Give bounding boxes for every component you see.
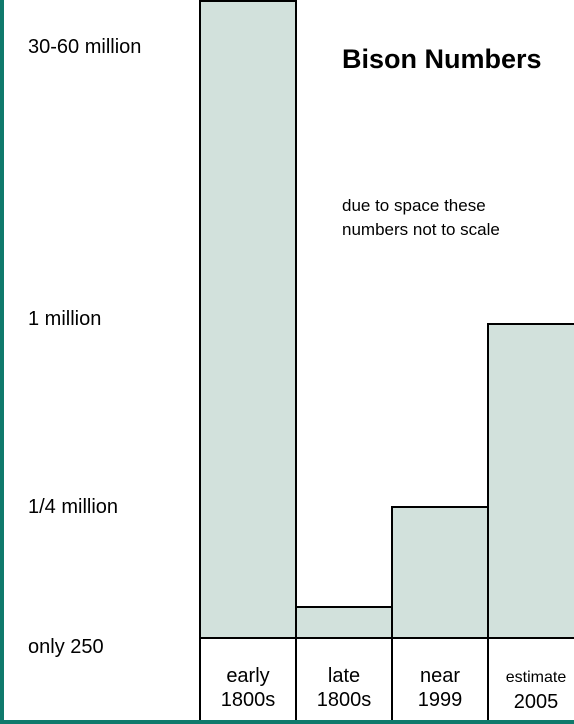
x-label-line1: early [226, 665, 270, 687]
y-tick-label-quarter-million: 1/4 million [28, 496, 119, 518]
x-label-line1: estimate [505, 669, 567, 686]
y-tick-label-million: 1 million [28, 308, 102, 330]
x-label-early-1800s: early 1800s [200, 664, 296, 712]
x-label-line2: 1999 [417, 689, 463, 711]
x-label-line1: near [419, 665, 461, 687]
y-tick-label-bottom: only 250 [28, 636, 104, 658]
bar-early-1800s [200, 0, 296, 638]
x-label-line1: late [327, 665, 361, 687]
x-label-line2: 1800s [316, 689, 372, 711]
bar-estimate-2005 [488, 323, 574, 638]
bar-near-1999 [392, 506, 488, 638]
x-label-line2: 1800s [220, 689, 276, 711]
y-tick-label-top: 30-60 million [28, 36, 142, 58]
chart-title: Bison Numbers [342, 44, 542, 74]
chart-annotation: due to space these numbers not to scale [342, 196, 500, 239]
x-label-near-1999: near 1999 [392, 664, 488, 712]
bar-chart [199, 0, 574, 720]
x-label-estimate-2005: estimate 2005 [488, 666, 574, 714]
x-label-late-1800s: late 1800s [296, 664, 392, 712]
bar-late-1800s [296, 606, 392, 638]
x-label-line2: 2005 [513, 691, 559, 713]
